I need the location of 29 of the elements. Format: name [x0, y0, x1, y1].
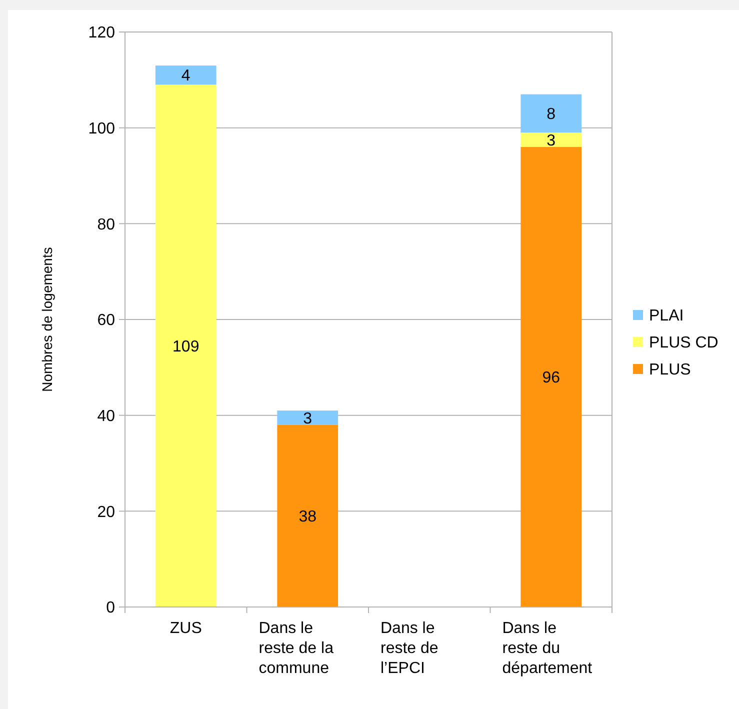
data-label: 38	[298, 508, 317, 526]
y-tick-label: 60	[97, 312, 116, 330]
bar	[277, 424, 338, 607]
y-tick-label: 120	[88, 24, 116, 42]
legend-label: PLUS	[649, 362, 691, 379]
x-tick-label: Dans le reste du département	[502, 620, 593, 677]
x-tick-label: ZUS	[170, 620, 202, 637]
y-tick-label: 40	[97, 408, 116, 425]
bar	[520, 94, 582, 133]
legend-label: PLUS CD	[649, 334, 718, 352]
bar	[520, 132, 582, 147]
legend-label: PLAI	[649, 308, 684, 325]
data-label: 8	[546, 106, 556, 124]
bar	[520, 147, 582, 607]
y-tick-label: 20	[97, 504, 116, 521]
bar	[155, 84, 216, 607]
y-axis-title: Nombres de logements	[39, 247, 55, 392]
x-tick-label: Dans le reste de l’EPCI	[380, 620, 438, 677]
bar	[277, 410, 338, 425]
data-label: 4	[181, 68, 190, 85]
y-tick-label: 100	[88, 120, 116, 138]
y-tick-label: 0	[106, 600, 116, 617]
data-label: 109	[172, 338, 200, 356]
data-label: 3	[303, 410, 312, 428]
bar	[155, 66, 216, 85]
data-label: 96	[542, 370, 560, 387]
x-tick-label: Dans le reste de la commune	[258, 620, 334, 677]
y-tick-label: 80	[97, 216, 116, 234]
data-label: 3	[546, 132, 556, 150]
